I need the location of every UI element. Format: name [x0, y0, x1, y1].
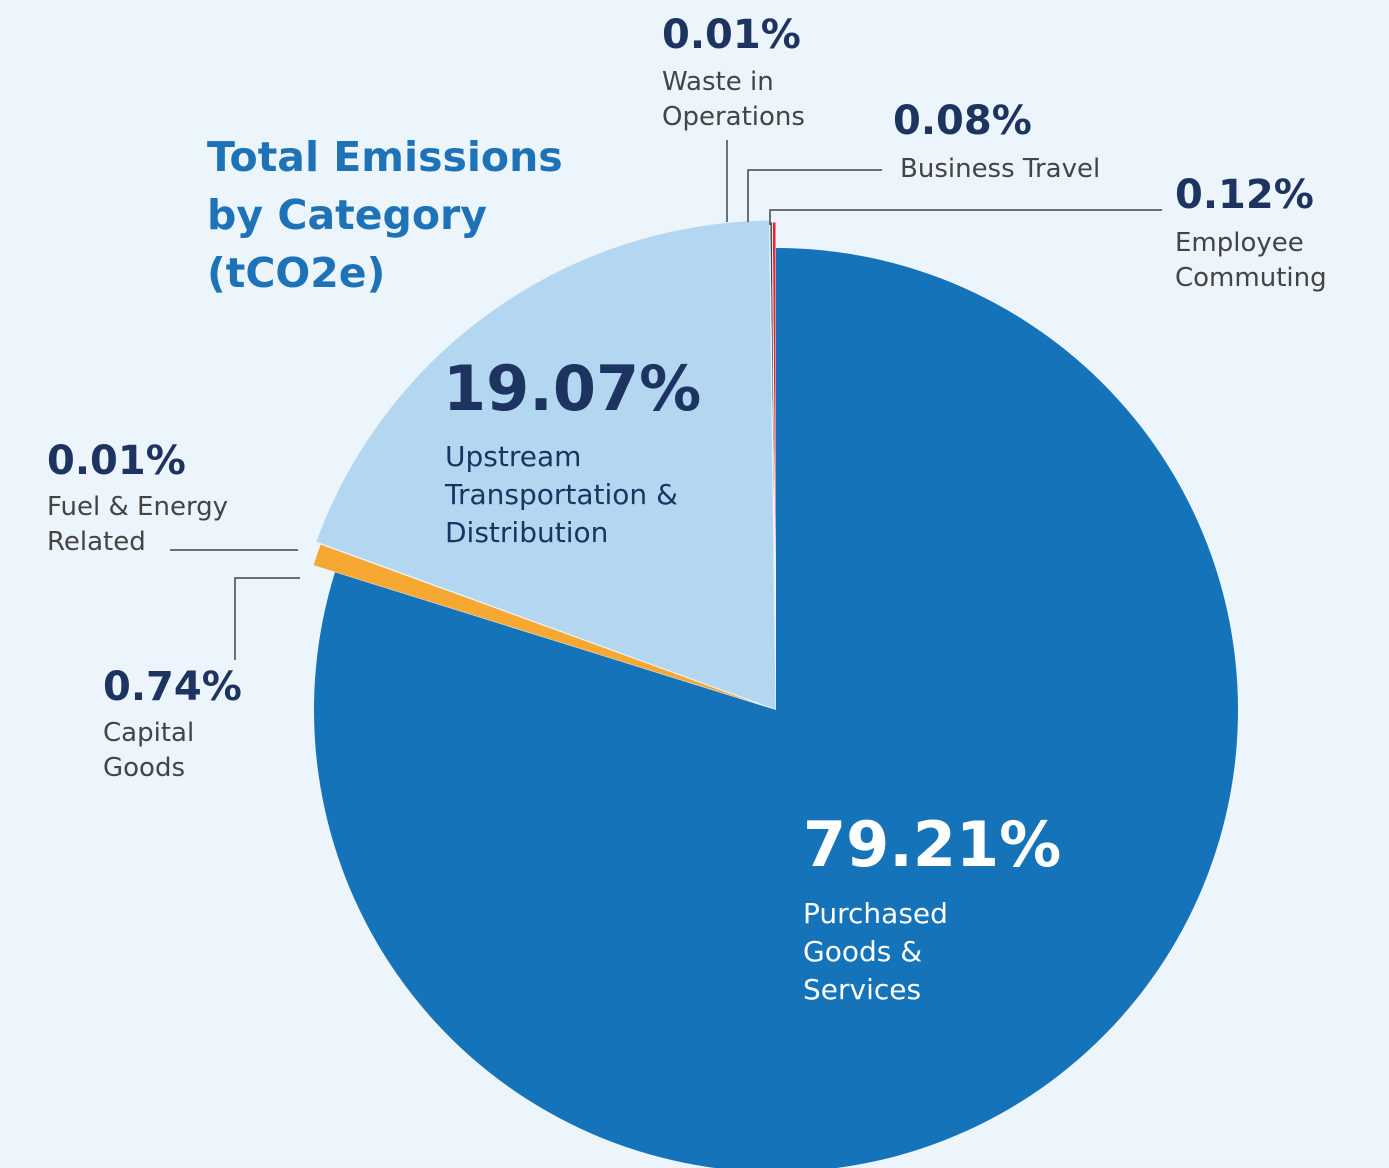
leader-line	[769, 209, 1162, 225]
category-label: Employee Commuting	[1175, 228, 1327, 294]
leader-lines	[170, 140, 1162, 660]
data-label: 19.07%	[443, 352, 702, 425]
data-label: 0.12%	[1175, 172, 1314, 218]
category-label: Capital Goods	[103, 718, 195, 784]
data-label: 0.01%	[47, 438, 186, 484]
data-label: 79.21%	[803, 808, 1062, 881]
pie-slice	[315, 219, 777, 711]
chart-title: Total Emissions by Category (tCO2e)	[207, 133, 563, 297]
leader-line	[234, 577, 300, 660]
data-label: 0.08%	[893, 98, 1032, 144]
pie-slice	[312, 543, 777, 711]
category-label: Purchased Goods & Services	[803, 897, 948, 1007]
category-label: Fuel & Energy Related	[47, 492, 229, 558]
category-label: Waste in Operations	[662, 67, 805, 133]
pie-slice	[314, 248, 1238, 1168]
data-label: 0.01%	[662, 12, 801, 58]
leader-line	[747, 169, 882, 222]
category-label: Upstream Transportation & Distribution	[445, 440, 678, 550]
category-label: Business Travel	[900, 154, 1101, 184]
data-label: 0.74%	[103, 664, 242, 710]
